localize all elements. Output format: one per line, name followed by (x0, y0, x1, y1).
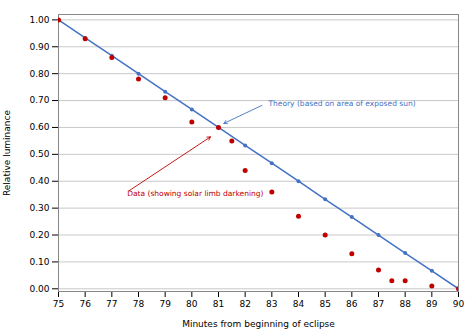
svg-text:0.80: 0.80 (29, 69, 49, 79)
svg-text:Relative luminance: Relative luminance (2, 110, 12, 196)
svg-text:81: 81 (213, 299, 224, 309)
svg-text:87: 87 (373, 299, 384, 309)
svg-text:77: 77 (106, 299, 117, 309)
svg-text:Data (showing solar limb darke: Data (showing solar limb darkening) (127, 189, 263, 198)
svg-text:83: 83 (266, 299, 277, 309)
svg-text:82: 82 (239, 299, 250, 309)
svg-text:80: 80 (186, 299, 198, 309)
svg-text:0.00: 0.00 (29, 284, 49, 294)
svg-text:0.30: 0.30 (29, 203, 49, 213)
svg-text:0.70: 0.70 (29, 95, 49, 105)
svg-text:89: 89 (426, 299, 438, 309)
svg-text:0.50: 0.50 (29, 149, 49, 159)
svg-text:0.90: 0.90 (29, 42, 49, 52)
svg-text:0.60: 0.60 (29, 122, 49, 132)
svg-text:76: 76 (79, 299, 91, 309)
svg-text:86: 86 (346, 299, 358, 309)
svg-text:0.20: 0.20 (29, 230, 49, 240)
svg-text:0.10: 0.10 (29, 257, 49, 267)
svg-text:Minutes from beginning of ecli: Minutes from beginning of eclipse (182, 319, 335, 329)
svg-text:88: 88 (399, 299, 411, 309)
svg-text:84: 84 (293, 299, 305, 309)
svg-text:Theory (based on area of expos: Theory (based on area of exposed sun) (268, 99, 416, 108)
svg-text:0.40: 0.40 (29, 176, 49, 186)
svg-text:79: 79 (159, 299, 171, 309)
svg-text:1.00: 1.00 (29, 15, 49, 25)
svg-text:75: 75 (53, 299, 64, 309)
svg-text:78: 78 (133, 299, 145, 309)
svg-text:85: 85 (319, 299, 330, 309)
svg-text:90: 90 (453, 299, 465, 309)
